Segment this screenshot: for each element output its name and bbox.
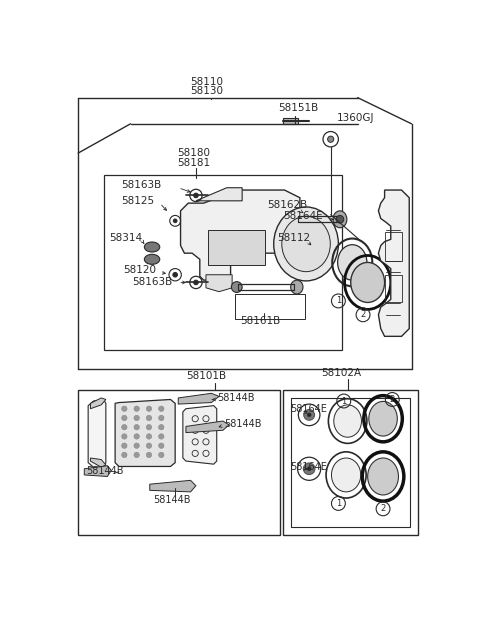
Bar	[384, 231, 402, 261]
Circle shape	[121, 415, 127, 420]
Ellipse shape	[337, 245, 367, 280]
Circle shape	[304, 410, 314, 420]
Polygon shape	[180, 190, 300, 280]
Polygon shape	[88, 399, 106, 467]
Circle shape	[134, 452, 139, 458]
Text: 1: 1	[341, 396, 347, 406]
Ellipse shape	[369, 401, 397, 436]
Bar	[384, 275, 402, 302]
Bar	[104, 174, 342, 350]
Text: 58110: 58110	[191, 77, 224, 87]
Polygon shape	[378, 190, 409, 337]
Bar	[78, 391, 280, 535]
Polygon shape	[150, 481, 196, 492]
Text: 58161B: 58161B	[240, 316, 280, 326]
Ellipse shape	[334, 405, 361, 437]
Circle shape	[158, 425, 164, 430]
Ellipse shape	[332, 458, 361, 492]
Circle shape	[121, 434, 127, 439]
Circle shape	[146, 434, 152, 439]
Circle shape	[231, 281, 242, 292]
Circle shape	[158, 443, 164, 448]
Circle shape	[173, 273, 178, 277]
Text: 58162B: 58162B	[267, 200, 308, 210]
Circle shape	[121, 452, 127, 458]
Circle shape	[134, 425, 139, 430]
Polygon shape	[115, 399, 175, 467]
Text: 58102A: 58102A	[322, 368, 361, 377]
Text: 58164E: 58164E	[291, 404, 327, 414]
Circle shape	[146, 443, 152, 448]
Text: 58181: 58181	[177, 158, 210, 168]
Text: 1: 1	[336, 499, 341, 508]
Bar	[283, 118, 299, 124]
Polygon shape	[178, 393, 219, 404]
Circle shape	[134, 415, 139, 420]
Text: 58144B: 58144B	[225, 419, 262, 429]
Circle shape	[146, 452, 152, 458]
Polygon shape	[206, 275, 232, 292]
Polygon shape	[90, 398, 106, 409]
Circle shape	[307, 413, 311, 417]
Circle shape	[146, 425, 152, 430]
Circle shape	[121, 406, 127, 411]
Text: 2: 2	[381, 504, 386, 514]
Ellipse shape	[144, 254, 160, 264]
Ellipse shape	[282, 216, 330, 271]
Circle shape	[193, 193, 198, 198]
Circle shape	[146, 406, 152, 411]
Text: 58130: 58130	[191, 86, 224, 96]
Circle shape	[173, 219, 177, 223]
Polygon shape	[183, 406, 217, 464]
Circle shape	[158, 452, 164, 458]
Text: 58151B: 58151B	[278, 103, 319, 113]
Circle shape	[158, 415, 164, 420]
Polygon shape	[196, 188, 242, 201]
Ellipse shape	[291, 280, 303, 294]
Circle shape	[307, 467, 311, 470]
Circle shape	[193, 280, 198, 285]
Text: 58164E: 58164E	[283, 211, 323, 221]
Text: 58144B: 58144B	[154, 495, 191, 505]
Circle shape	[303, 463, 315, 475]
Text: 58101B: 58101B	[186, 372, 226, 382]
Polygon shape	[90, 458, 106, 467]
Circle shape	[146, 415, 152, 420]
Text: 58144B: 58144B	[217, 393, 254, 403]
Circle shape	[121, 443, 127, 448]
Ellipse shape	[333, 211, 347, 228]
Text: 58125: 58125	[121, 196, 155, 206]
Circle shape	[158, 434, 164, 439]
Circle shape	[121, 425, 127, 430]
Text: 2: 2	[360, 310, 366, 320]
Circle shape	[134, 406, 139, 411]
Text: 58163B: 58163B	[132, 278, 172, 287]
Text: 58314: 58314	[109, 233, 142, 243]
Bar	[291, 398, 410, 527]
Text: 58164E: 58164E	[291, 462, 327, 472]
Bar	[283, 391, 418, 535]
Ellipse shape	[368, 458, 398, 495]
Text: 58120: 58120	[123, 265, 156, 275]
Text: 58144B: 58144B	[86, 466, 123, 476]
Text: 1360GJ: 1360GJ	[337, 113, 374, 124]
Text: 2: 2	[390, 395, 395, 404]
Polygon shape	[84, 466, 111, 477]
Text: 1: 1	[336, 297, 341, 306]
Ellipse shape	[274, 207, 338, 281]
Circle shape	[336, 216, 344, 223]
Polygon shape	[186, 421, 229, 432]
Circle shape	[134, 443, 139, 448]
Text: 58112: 58112	[277, 233, 310, 243]
Text: 58163B: 58163B	[121, 181, 161, 190]
Circle shape	[134, 434, 139, 439]
Ellipse shape	[351, 262, 384, 302]
Bar	[207, 230, 265, 265]
Circle shape	[328, 136, 334, 142]
Bar	[235, 294, 304, 319]
Text: 58180: 58180	[177, 148, 210, 158]
Circle shape	[158, 406, 164, 411]
Ellipse shape	[144, 242, 160, 252]
